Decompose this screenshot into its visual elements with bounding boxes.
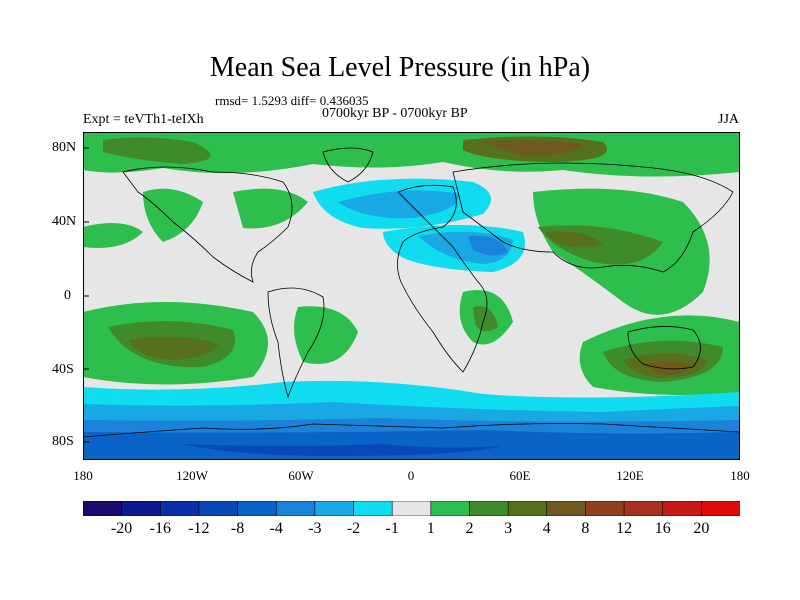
colorbar-swatch bbox=[314, 501, 355, 516]
colorbar-tick-label: -2 bbox=[346, 520, 361, 537]
colorbar-swatch bbox=[275, 501, 316, 516]
lon-label: 60E bbox=[509, 468, 531, 483]
colorbar-tick-label: -16 bbox=[149, 520, 171, 537]
colorbar-swatch bbox=[623, 501, 664, 516]
season-label: JJA bbox=[718, 112, 740, 127]
colorbar-tick-label: -4 bbox=[269, 520, 283, 537]
colorbar-swatch bbox=[353, 501, 393, 516]
colorbar bbox=[83, 501, 740, 516]
lon-label: 60W bbox=[288, 468, 314, 483]
colorbar-tick-label: 4 bbox=[542, 520, 551, 537]
lon-label: 120W bbox=[176, 468, 208, 483]
pressure-anomaly-map bbox=[83, 132, 740, 460]
anomaly-fields bbox=[83, 132, 740, 460]
colorbar-swatch bbox=[585, 501, 625, 516]
colorbar-tick-label: -12 bbox=[188, 520, 210, 537]
period-label: 0700kyr BP - 0700kyr BP bbox=[322, 106, 468, 121]
colorbar-swatch bbox=[469, 501, 509, 516]
colorbar-tick-label: 2 bbox=[465, 520, 474, 537]
colorbar-swatch bbox=[546, 501, 587, 516]
colorbar-swatch bbox=[198, 501, 239, 516]
colorbar-swatch bbox=[430, 501, 471, 516]
experiment-label: Expt = teVTh1-teIXh bbox=[83, 112, 204, 127]
lat-label: 40N bbox=[52, 214, 77, 229]
lon-label: 0 bbox=[407, 468, 415, 483]
colorbar-tick-label: 20 bbox=[693, 520, 710, 537]
colorbar-swatch bbox=[237, 501, 278, 516]
lat-ticks bbox=[83, 147, 89, 443]
colorbar-swatch bbox=[159, 501, 200, 516]
rmsd-diff-stats: rmsd= 1.5293 diff= 0.436035 bbox=[215, 93, 369, 108]
colorbar-tick-label: 1 bbox=[426, 520, 435, 537]
lon-label: 180 bbox=[73, 468, 93, 483]
lon-label: 180 bbox=[730, 468, 750, 483]
plot-title: Mean Sea Level Pressure (in hPa) bbox=[209, 52, 591, 83]
colorbar-tick-label: -1 bbox=[385, 520, 399, 537]
coastlines bbox=[83, 147, 740, 438]
colorbar-swatch bbox=[83, 501, 123, 516]
lat-label: 80N bbox=[52, 140, 77, 155]
colorbar-tick-label: -8 bbox=[230, 520, 245, 537]
lat-label: 80S bbox=[52, 434, 74, 449]
colorbar-swatch bbox=[662, 501, 703, 516]
lat-label: 0 bbox=[64, 288, 71, 303]
lat-label: 40S bbox=[52, 362, 74, 377]
colorbar-tick-label: 8 bbox=[581, 520, 590, 537]
colorbar-tick-label: 3 bbox=[504, 520, 513, 537]
colorbar-tick-label: -3 bbox=[308, 520, 322, 537]
colorbar-tick-label: 16 bbox=[654, 520, 671, 537]
lon-label: 120E bbox=[616, 468, 644, 483]
colorbar-swatch bbox=[391, 501, 432, 516]
colorbar-tick-label: 12 bbox=[616, 520, 633, 537]
colorbar-tick-label: -20 bbox=[110, 520, 133, 537]
colorbar-swatch bbox=[701, 501, 740, 516]
colorbar-swatch bbox=[507, 501, 548, 516]
colorbar-swatch bbox=[121, 501, 162, 516]
